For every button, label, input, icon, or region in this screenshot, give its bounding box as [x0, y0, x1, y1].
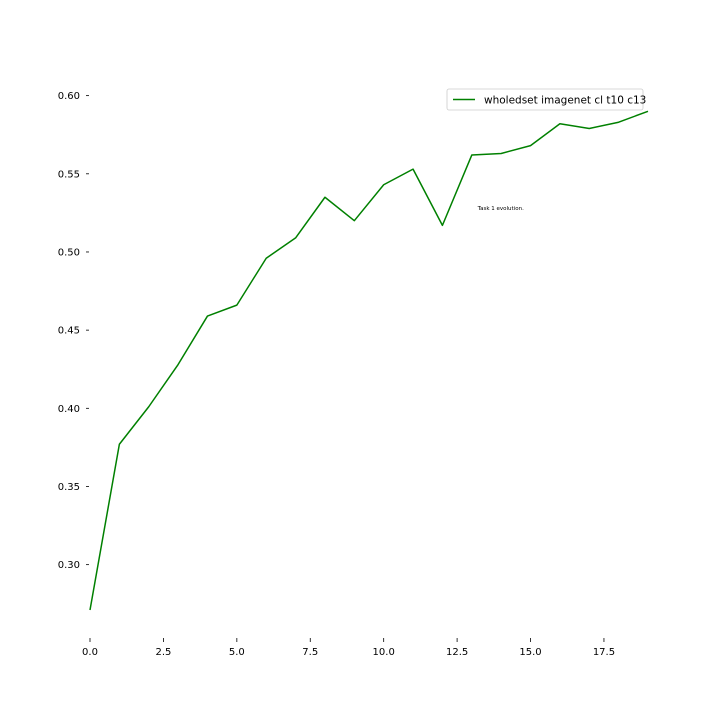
y-tick-label: 0.45 [58, 326, 80, 337]
x-tick-label: 17.5 [593, 647, 615, 658]
x-tick-label: 12.5 [446, 647, 468, 658]
legend: wholedset imagenet cl t10 c13 [446, 88, 646, 111]
y-axis-ticks: 0.30 0.35 0.40 0.45 0.50 0.55 0.60 [58, 91, 89, 571]
y-tick-label: 0.60 [58, 91, 80, 102]
y-tick-label: 0.55 [58, 169, 80, 180]
x-axis-ticks: 0.0 2.5 5.0 7.5 10.0 12.5 15.0 17.5 [82, 638, 615, 658]
y-tick-label: 0.35 [58, 482, 80, 493]
y-tick-label: 0.40 [58, 404, 80, 415]
y-tick-label: 0.50 [58, 247, 80, 258]
x-tick-label: 7.5 [302, 647, 318, 658]
y-tick-label: 0.30 [58, 560, 80, 571]
legend-box [446, 88, 644, 111]
series-line [89, 110, 649, 611]
x-tick-label: 15.0 [519, 647, 541, 658]
x-tick-label: 5.0 [229, 647, 245, 658]
x-tick-label: 10.0 [373, 647, 395, 658]
x-tick-label: 2.5 [155, 647, 171, 658]
x-tick-label: 0.0 [82, 647, 98, 658]
chart-annotation: Task 1 evolution. [477, 206, 524, 212]
legend-label: wholedset imagenet cl t10 c13 [484, 95, 646, 107]
series-layer [89, 110, 649, 611]
